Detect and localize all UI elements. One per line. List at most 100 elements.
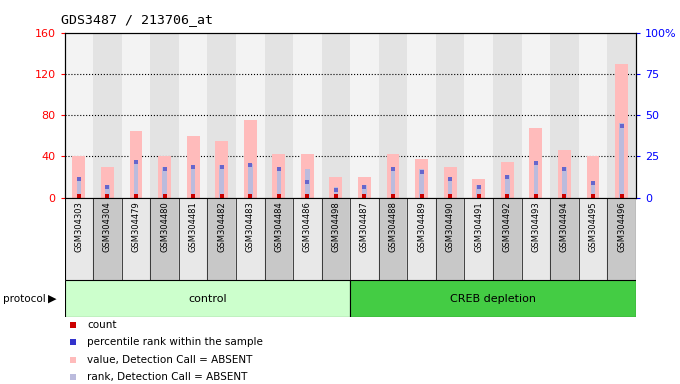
Point [559,193,570,199]
Bar [530,127,542,198]
Bar [187,136,199,198]
Text: protocol: protocol [3,293,46,304]
Point [359,184,370,190]
Bar [191,165,195,198]
Bar [534,162,538,198]
Text: CREB depletion: CREB depletion [450,293,536,304]
Bar [277,167,281,198]
Bar [273,154,285,198]
Text: ▶: ▶ [48,293,56,304]
Bar [436,198,464,280]
Text: GSM304486: GSM304486 [303,201,312,252]
Bar [248,164,252,198]
Bar [579,198,607,280]
Text: GSM304493: GSM304493 [531,201,541,252]
Text: GSM304483: GSM304483 [245,201,255,252]
Bar [130,131,142,198]
Point [616,193,627,199]
Text: GSM304304: GSM304304 [103,201,112,252]
Text: GSM304487: GSM304487 [360,201,369,252]
Text: GSM304303: GSM304303 [74,201,84,252]
Bar [179,33,207,198]
Point [473,193,484,199]
Point [530,160,541,166]
Bar [464,33,493,198]
Bar [150,33,179,198]
Bar [591,182,595,198]
Point [131,193,141,199]
Bar [350,33,379,198]
Bar [216,141,228,198]
Bar [619,124,624,198]
Bar [293,198,322,280]
Bar [220,165,224,198]
Bar [501,162,513,198]
Bar [550,198,579,280]
Point [559,166,570,172]
Bar [350,280,636,317]
Bar [505,175,509,198]
Text: GSM304479: GSM304479 [131,201,141,252]
Bar [558,150,571,198]
Point [68,374,79,380]
Bar [387,154,399,198]
Point [102,184,113,190]
Bar [322,33,350,198]
Point [588,180,598,186]
Bar [179,198,207,280]
Bar [334,187,338,198]
Bar [207,33,236,198]
Point [159,166,170,172]
Bar [330,177,342,198]
Point [473,184,484,190]
Bar [93,33,122,198]
Bar [391,167,395,198]
Bar [473,179,485,198]
Point [273,193,284,199]
Text: GSM304495: GSM304495 [588,201,598,252]
Point [502,193,513,199]
Bar [236,198,265,280]
Bar [407,198,436,280]
Bar [293,33,322,198]
Bar [436,33,464,198]
Bar [358,177,371,198]
Bar [105,185,109,198]
Point [388,193,398,199]
Text: GSM304482: GSM304482 [217,201,226,252]
Point [245,193,256,199]
Point [245,162,256,168]
Point [188,193,199,199]
Bar [420,169,424,198]
Bar [322,198,350,280]
Point [359,193,370,199]
Point [68,357,79,363]
Bar [607,33,636,198]
Point [73,176,84,182]
Point [330,187,341,193]
Text: GSM304498: GSM304498 [331,201,341,252]
Point [388,166,398,172]
Point [302,193,313,199]
Bar [134,161,138,198]
Bar [362,185,367,198]
Bar [301,154,313,198]
Bar [265,198,293,280]
Text: GSM304492: GSM304492 [503,201,512,252]
Text: GSM304491: GSM304491 [474,201,483,252]
Point [445,193,456,199]
Text: GSM304496: GSM304496 [617,201,626,252]
Bar [73,157,85,198]
Bar [65,198,93,280]
Point [159,193,170,199]
Text: rank, Detection Call = ABSENT: rank, Detection Call = ABSENT [88,372,248,382]
Text: GSM304490: GSM304490 [445,201,455,252]
Bar [65,33,93,198]
Point [330,193,341,199]
Point [188,164,199,170]
Point [102,193,113,199]
Point [502,174,513,180]
Point [616,122,627,129]
Bar [477,185,481,198]
Bar [379,33,407,198]
